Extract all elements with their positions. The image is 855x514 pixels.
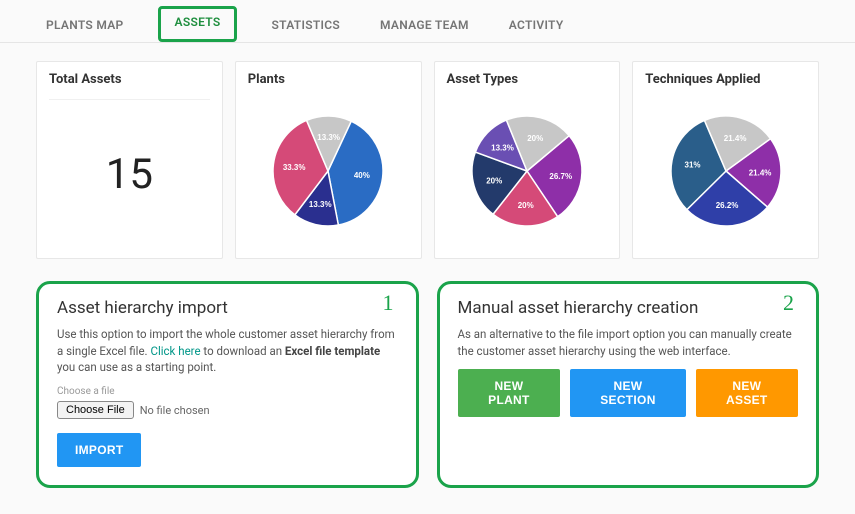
import-button[interactable]: IMPORT <box>57 433 141 467</box>
svg-text:13.3%: 13.3% <box>309 200 332 209</box>
annotation-number: 1 <box>383 290 394 316</box>
new-plant-button[interactable]: NEW PLANT <box>458 369 561 417</box>
tab-activity[interactable]: ACTIVITY <box>503 8 570 42</box>
svg-text:13.3%: 13.3% <box>491 143 514 152</box>
svg-text:31%: 31% <box>684 160 700 169</box>
card-total-assets: Total Assets 15 <box>36 61 223 259</box>
svg-text:20%: 20% <box>518 201 534 210</box>
choose-file-button[interactable]: Choose File <box>57 401 134 419</box>
card-title: Total Assets <box>49 72 210 87</box>
card-techniques: Techniques Applied 21.4% 26.2% 31% 21.4% <box>632 61 819 259</box>
template-link[interactable]: Click here <box>150 344 200 358</box>
lower-panels: 1 Asset hierarchy import Use this option… <box>0 259 855 488</box>
file-status: No file chosen <box>140 404 210 417</box>
svg-text:40%: 40% <box>354 171 370 180</box>
total-assets-value: 15 <box>49 99 210 248</box>
new-section-button[interactable]: NEW SECTION <box>570 369 685 417</box>
manual-panel: 2 Manual asset hierarchy creation As an … <box>437 281 820 488</box>
svg-text:20%: 20% <box>486 176 502 185</box>
import-panel-title: Asset hierarchy import <box>57 298 398 318</box>
card-asset-types: Asset Types 26.7% 20% 20% 13.3% 20% <box>434 61 621 259</box>
file-row: Choose File No file chosen <box>57 401 398 419</box>
card-title: Techniques Applied <box>645 72 806 87</box>
tab-plants-map[interactable]: PLANTS MAP <box>40 8 130 42</box>
tab-bar: PLANTS MAP ASSETS STATISTICS MANAGE TEAM… <box>0 0 855 43</box>
tab-manage-team[interactable]: MANAGE TEAM <box>374 8 475 42</box>
plants-pie: 40% 13.3% 33.3% 13.3% <box>248 93 409 248</box>
svg-text:21.4%: 21.4% <box>723 134 746 143</box>
svg-text:33.3%: 33.3% <box>283 162 306 171</box>
import-panel: 1 Asset hierarchy import Use this option… <box>36 281 419 488</box>
tab-statistics[interactable]: STATISTICS <box>265 8 346 42</box>
summary-cards: Total Assets 15 Plants 40% 13.3% 33.3% 13.3… <box>0 43 855 259</box>
card-title: Plants <box>248 72 409 87</box>
asset-types-pie: 26.7% 20% 20% 13.3% 20% <box>447 93 608 248</box>
svg-text:13.3%: 13.3% <box>317 132 340 141</box>
tab-assets[interactable]: ASSETS <box>158 6 238 42</box>
svg-text:20%: 20% <box>527 133 543 142</box>
annotation-number: 2 <box>783 290 794 316</box>
techniques-pie: 21.4% 26.2% 31% 21.4% <box>645 93 806 248</box>
card-title: Asset Types <box>447 72 608 87</box>
manual-panel-text: As an alternative to the file import opt… <box>458 326 799 359</box>
manual-buttons: NEW PLANT NEW SECTION NEW ASSET <box>458 369 799 417</box>
manual-panel-title: Manual asset hierarchy creation <box>458 298 799 318</box>
choose-file-label: Choose a file <box>57 386 398 397</box>
svg-text:21.4%: 21.4% <box>748 168 771 177</box>
new-asset-button[interactable]: NEW ASSET <box>696 369 798 417</box>
svg-text:26.2%: 26.2% <box>715 201 738 210</box>
card-plants: Plants 40% 13.3% 33.3% 13.3% <box>235 61 422 259</box>
svg-text:26.7%: 26.7% <box>549 171 572 180</box>
import-panel-text: Use this option to import the whole cust… <box>57 326 398 376</box>
